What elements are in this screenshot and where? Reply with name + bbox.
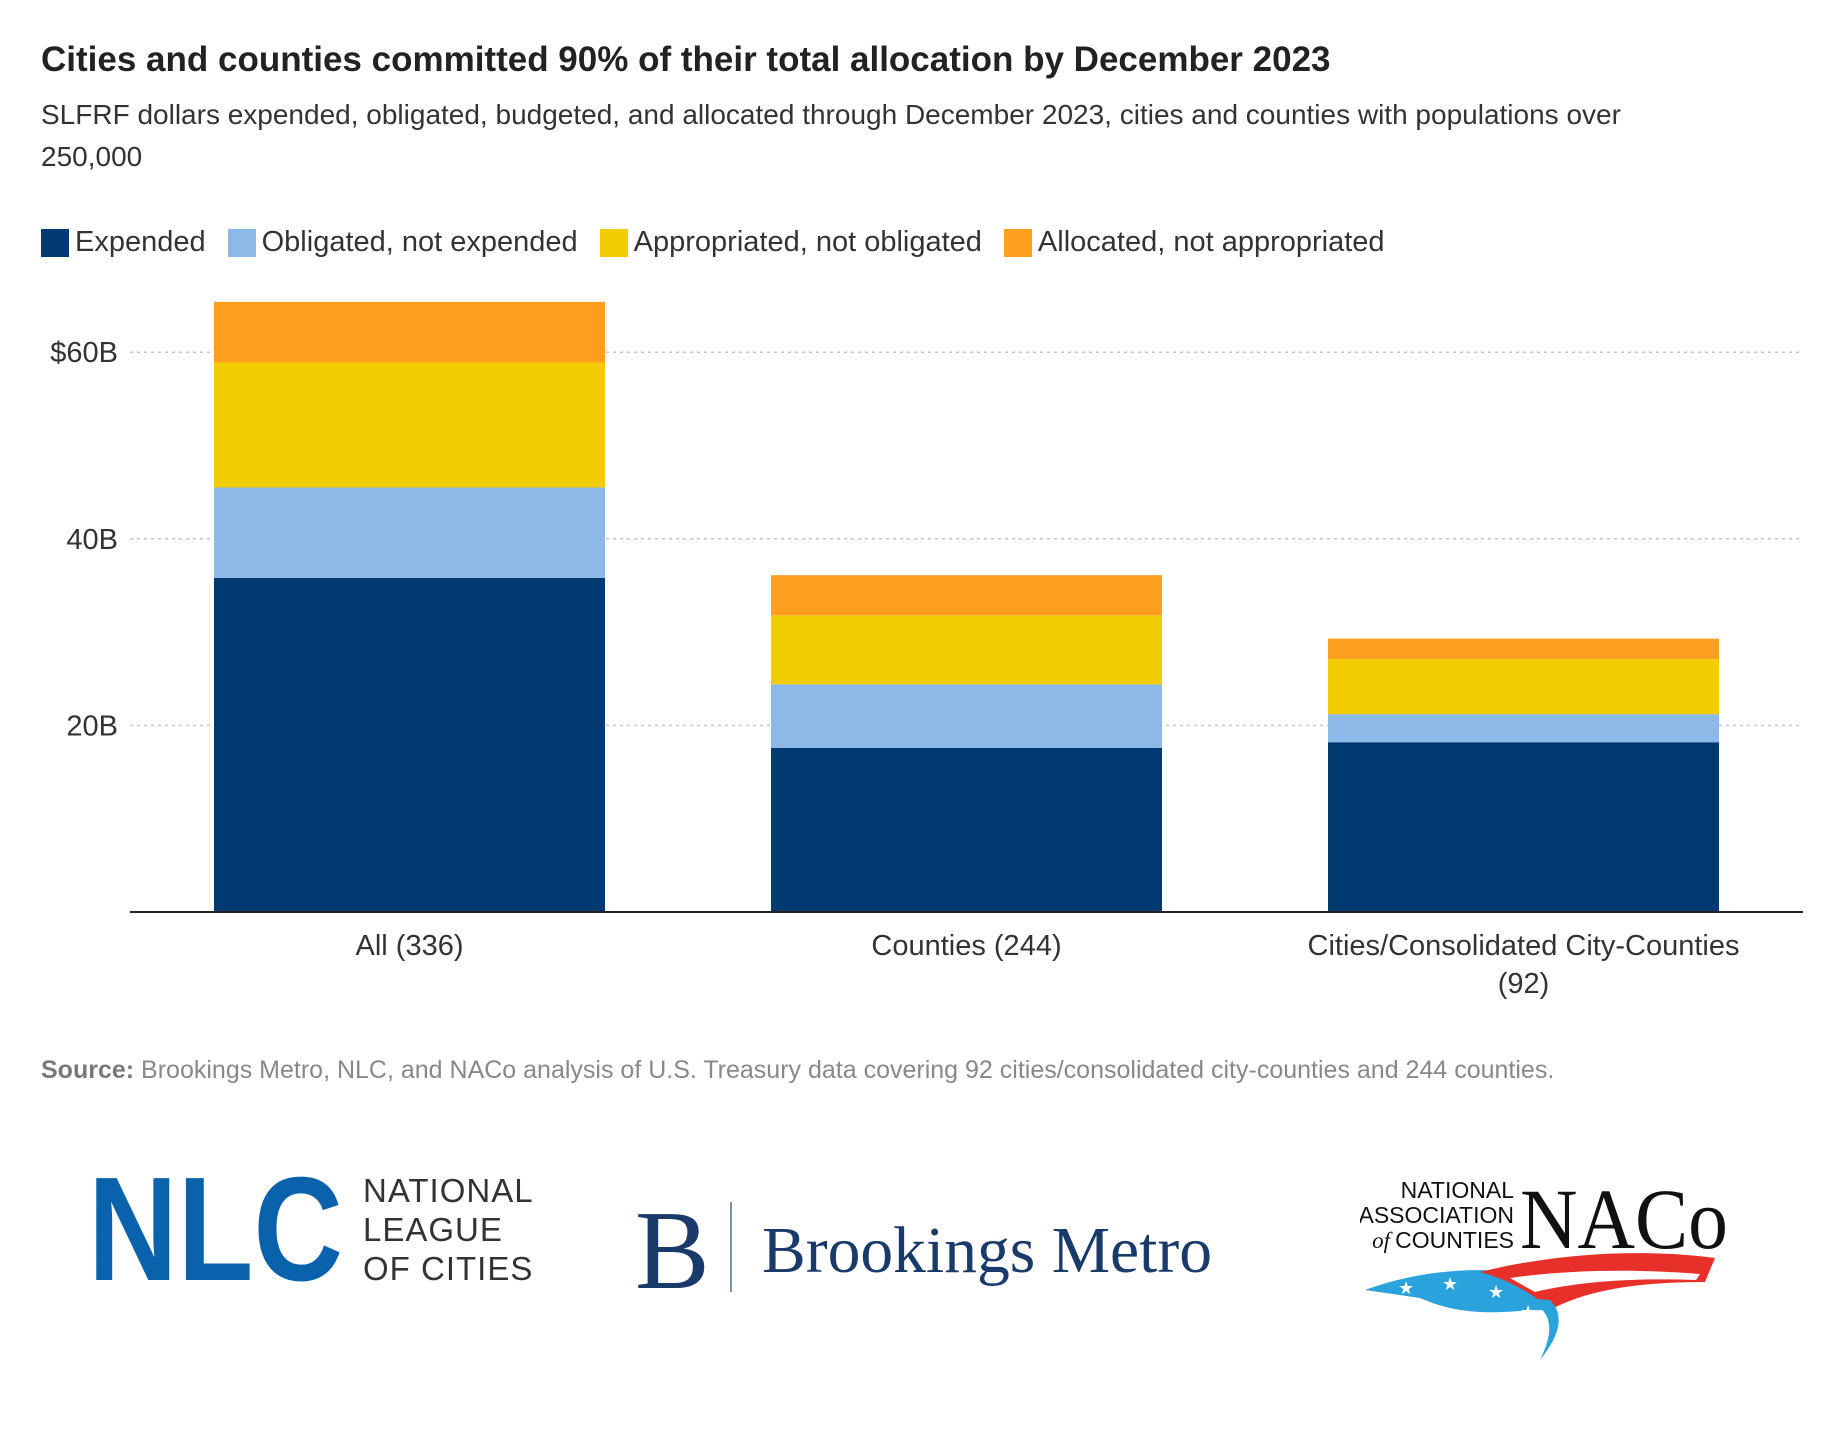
bar-segment-obligated-not-expended — [1328, 714, 1719, 743]
legend-swatch-obligated — [227, 228, 256, 257]
legend-label-expended: Expended — [75, 226, 206, 258]
nlc-logo-line1: NATIONAL — [363, 1172, 534, 1209]
x-tick-label: Counties (244) — [871, 930, 1061, 962]
legend-item-appropriated: Appropriated, not obligated — [599, 226, 982, 259]
brookings-logo-divider — [730, 1202, 732, 1292]
legend-swatch-appropriated — [599, 228, 628, 257]
bar-segment-allocated-not-appropriated — [1328, 638, 1719, 660]
naco-logo-of: of — [1372, 1228, 1394, 1253]
bar-segment-obligated-not-expended — [214, 487, 605, 578]
chart-title: Cities and counties committed 90% of the… — [41, 40, 1331, 79]
naco-logo-line2: ASSOCIATION — [1360, 1202, 1514, 1228]
legend-label-obligated: Obligated, not expended — [261, 226, 578, 258]
bar-segment-allocated-not-appropriated — [771, 575, 1162, 616]
legend-label-allocated: Allocated, not appropriated — [1037, 226, 1385, 258]
naco-swoosh-blue — [1365, 1270, 1545, 1313]
nlc-logo: NLC NATIONAL LEAGUE OF CITIES — [88, 1160, 534, 1290]
chart-subtitle: SLFRF dollars expended, obligated, budge… — [41, 99, 1621, 172]
naco-star-icon: ★ — [1442, 1274, 1458, 1294]
x-tick-label: Cities/Consolidated City-Counties — [1308, 930, 1740, 962]
source-note: Source: Brookings Metro, NLC, and NACo a… — [41, 1052, 1721, 1089]
naco-star-icon: ★ — [1520, 1302, 1536, 1322]
brookings-logo-mark: B — [635, 1190, 710, 1300]
legend: Expended Obligated, not expended Appropr… — [41, 226, 1407, 259]
naco-logo-line1: NATIONAL — [1401, 1177, 1515, 1203]
y-tick-label: 20B — [66, 710, 118, 742]
legend-item-allocated: Allocated, not appropriated — [1003, 226, 1385, 259]
naco-logo: NATIONAL ASSOCIATION of COUNTIES NACo ★ … — [1360, 1171, 1728, 1360]
bar-segment-appropriated-not-obligated — [214, 362, 605, 488]
brookings-logo-name: Brookings Metro — [762, 1214, 1212, 1287]
y-tick-label: $60B — [50, 337, 118, 369]
nlc-logo-line2: LEAGUE — [363, 1211, 503, 1248]
source-text: Brookings Metro, NLC, and NACo analysis … — [141, 1056, 1555, 1084]
legend-label-appropriated: Appropriated, not obligated — [633, 226, 982, 258]
naco-swoosh-stripe — [1510, 1270, 1700, 1292]
nlc-logo-mark: NLC — [88, 1160, 343, 1290]
x-tick-label: (92) — [1498, 968, 1550, 1000]
bar-segment-expended — [1328, 742, 1719, 912]
legend-swatch-expended — [41, 228, 69, 257]
naco-logo-mark: NACo — [1520, 1171, 1728, 1267]
naco-star-icon: ★ — [1488, 1282, 1504, 1302]
legend-item-expended: Expended — [41, 226, 206, 259]
nlc-logo-line3: OF CITIES — [363, 1250, 533, 1287]
bar-segment-expended — [214, 577, 605, 912]
naco-star-icon: ★ — [1398, 1278, 1414, 1298]
naco-swoosh-tail — [1520, 1298, 1559, 1360]
legend-item-obligated: Obligated, not expended — [227, 226, 578, 259]
naco-logo-line3: COUNTIES — [1395, 1227, 1514, 1253]
brookings-metro-logo: B Brookings Metro — [635, 1190, 1212, 1300]
bar-segment-obligated-not-expended — [771, 684, 1162, 748]
bar-segment-allocated-not-appropriated — [214, 301, 605, 363]
bar-segment-appropriated-not-obligated — [1328, 659, 1719, 715]
source-label: Source: — [41, 1056, 135, 1084]
legend-swatch-allocated — [1003, 228, 1032, 257]
y-tick-label: 40B — [66, 524, 118, 556]
bar-segment-expended — [771, 747, 1162, 912]
x-tick-label: All (336) — [356, 930, 464, 962]
stacked-bar-chart: 20B 40B $60B All (336) Counties (244) Cities/… — [50, 301, 1803, 1000]
bar-segment-appropriated-not-obligated — [771, 615, 1162, 685]
